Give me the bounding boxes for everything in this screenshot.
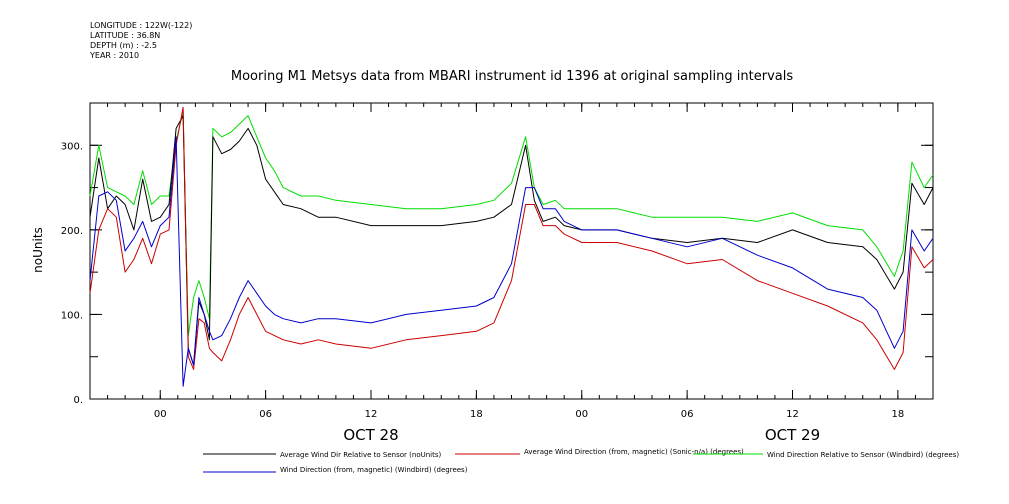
series-line-1 bbox=[89, 115, 934, 366]
x-tick-label: 00 bbox=[575, 409, 588, 420]
series-layer bbox=[89, 106, 934, 387]
y-tick-label: 100. bbox=[61, 310, 83, 321]
x-tick-label: 18 bbox=[892, 409, 905, 420]
latitude-text: LATITUDE : 36.8N bbox=[90, 31, 161, 40]
x-tick-label: 18 bbox=[470, 409, 483, 420]
day-label: OCT 29 bbox=[765, 426, 820, 444]
plot-frame bbox=[89, 102, 934, 400]
x-tick-label: 12 bbox=[786, 409, 799, 420]
metadata-block: LONGITUDE : 122W(-122) LATITUDE : 36.8N … bbox=[90, 21, 192, 61]
legend: Average Wind Dir Relative to Sensor (noU… bbox=[203, 448, 959, 474]
y-tick-label: 200. bbox=[61, 226, 83, 237]
year-text: YEAR : 2010 bbox=[90, 51, 140, 60]
x-tick-label: 00 bbox=[154, 409, 167, 420]
legend-label-2: Average Wind Direction (from, magnetic) … bbox=[524, 448, 744, 456]
chart-title: Mooring M1 Metsys data from MBARI instru… bbox=[231, 69, 793, 84]
y-axis-label: noUnits bbox=[31, 227, 45, 273]
day-label: OCT 28 bbox=[343, 426, 398, 444]
longitude-text: LONGITUDE : 122W(-122) bbox=[90, 21, 193, 30]
series-line-4 bbox=[89, 136, 934, 387]
y-tick-label: 0. bbox=[73, 395, 83, 406]
depth-text: DEPTH (m) : -2.5 bbox=[90, 41, 157, 50]
legend-label-1: Average Wind Dir Relative to Sensor (noU… bbox=[280, 451, 441, 459]
x-tick-label: 06 bbox=[259, 409, 272, 420]
legend-label-3: Wind Direction Relative to Sensor (Windb… bbox=[767, 451, 959, 459]
series-line-3 bbox=[89, 111, 934, 337]
x-tick-label: 12 bbox=[365, 409, 378, 420]
series-line-2 bbox=[89, 106, 934, 370]
y-tick-label: 300. bbox=[61, 141, 83, 152]
legend-label-4: Wind Direction (from, magnetic) (Windbir… bbox=[280, 466, 468, 474]
axes: 00 06 12 18 00 06 12 18 OCT 28 OCT 29 0. 100. 200. 30… bbox=[61, 102, 934, 444]
x-tick-label: 06 bbox=[681, 409, 694, 420]
